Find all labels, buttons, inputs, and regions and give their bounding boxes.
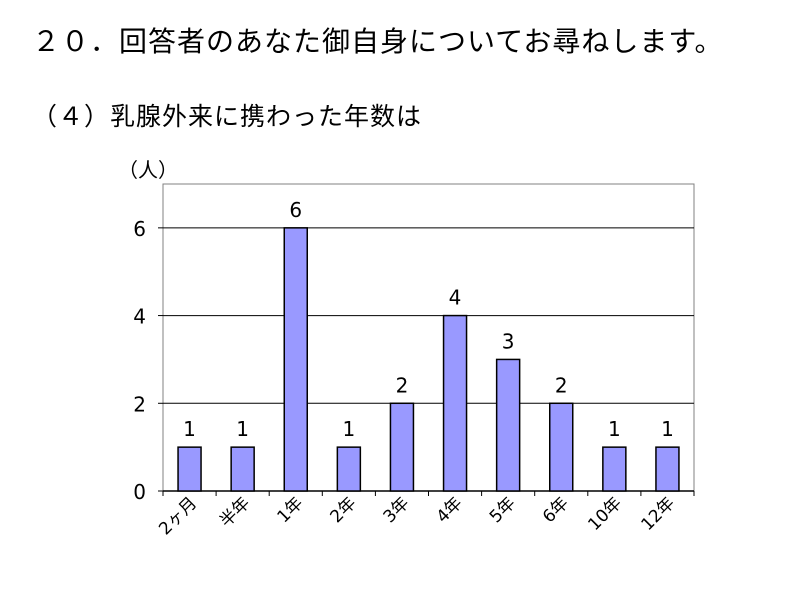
x-tick-label: 2ヶ月 bbox=[155, 493, 201, 539]
data-label: 3 bbox=[502, 329, 515, 353]
bar bbox=[495, 358, 521, 492]
bar bbox=[336, 446, 362, 492]
data-label: 4 bbox=[449, 286, 462, 310]
bar bbox=[230, 446, 255, 492]
x-tick-label: 3年 bbox=[380, 493, 414, 527]
data-label: 1 bbox=[183, 417, 196, 441]
x-tick-label: 2年 bbox=[327, 493, 361, 527]
data-label: 1 bbox=[236, 417, 249, 441]
bar bbox=[442, 314, 468, 492]
y-axis-label: （人） bbox=[118, 158, 178, 182]
y-tick-label: 2 bbox=[133, 392, 146, 416]
x-tick-label: 4年 bbox=[433, 493, 467, 527]
x-tick-label: 5年 bbox=[486, 493, 520, 527]
data-label: 6 bbox=[289, 198, 302, 222]
bar bbox=[549, 402, 574, 492]
plot-area bbox=[162, 183, 695, 492]
page-heading: ２０．回答者のあなた御自身についてお尋ねします。 bbox=[32, 25, 724, 58]
bar bbox=[283, 227, 308, 492]
y-tick-label: 6 bbox=[133, 217, 146, 241]
data-label: 1 bbox=[608, 417, 621, 441]
x-tick-label: 10年 bbox=[584, 493, 625, 534]
y-tick-label: 0 bbox=[133, 480, 146, 504]
bar bbox=[177, 446, 202, 492]
y-tick-label: 4 bbox=[133, 305, 146, 329]
x-tick-label: 12年 bbox=[638, 493, 679, 534]
data-label: 1 bbox=[661, 417, 674, 441]
bar bbox=[389, 402, 415, 492]
data-label: 2 bbox=[396, 373, 409, 397]
x-tick-label: 1年 bbox=[273, 493, 307, 527]
data-label: 1 bbox=[342, 417, 355, 441]
bar bbox=[602, 446, 627, 492]
data-label: 2 bbox=[555, 373, 568, 397]
bar bbox=[655, 446, 680, 492]
x-tick-label: 6年 bbox=[539, 493, 573, 527]
chart-title: （４）乳腺外来に携わった年数は bbox=[32, 102, 423, 131]
x-tick-label: 半年 bbox=[216, 493, 254, 531]
